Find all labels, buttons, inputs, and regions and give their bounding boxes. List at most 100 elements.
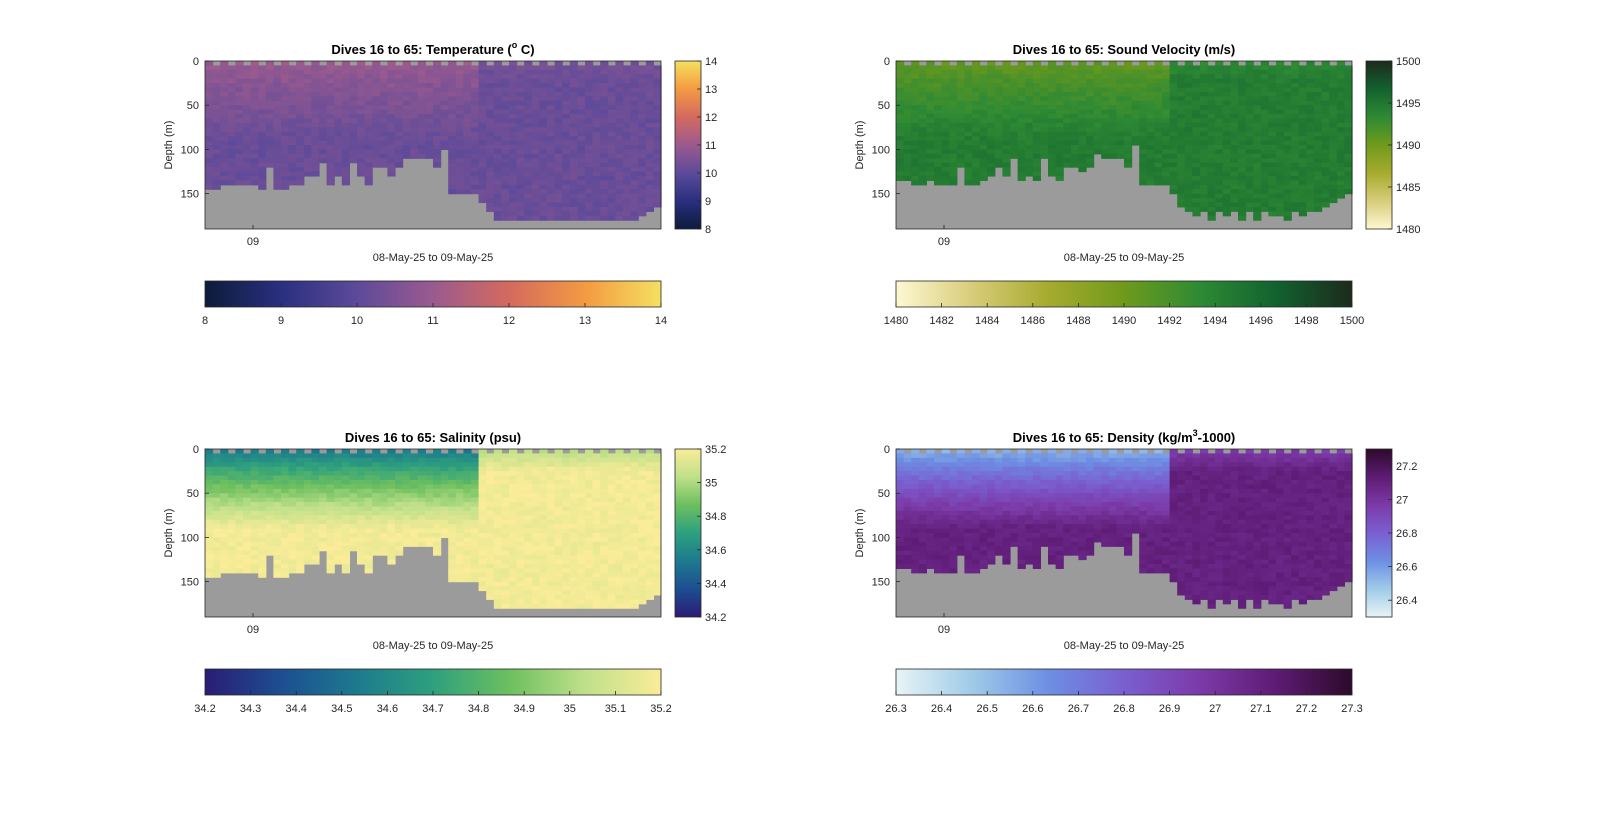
heatmap-cell	[281, 162, 290, 168]
colorbar-tick-label: 1485	[1396, 182, 1420, 194]
heatmap-cell	[1010, 118, 1019, 124]
heatmap-cell	[911, 96, 920, 102]
heatmap-cell	[1276, 171, 1285, 177]
heatmap-cell	[349, 546, 358, 552]
heatmap-cell	[410, 471, 419, 477]
heatmap-cell	[516, 118, 525, 124]
heatmap-cell	[220, 506, 229, 512]
heatmap-cell	[577, 114, 586, 120]
heatmap-cell	[911, 175, 920, 181]
heatmap-cell	[357, 546, 366, 552]
heatmap-cell	[1146, 145, 1155, 151]
heatmap-cell	[417, 69, 426, 75]
heatmap-cell	[630, 69, 639, 75]
heatmap-cell	[372, 449, 381, 455]
heatmap-cell	[1253, 158, 1262, 164]
heatmap-cell	[1086, 91, 1095, 97]
colorbar-tick-label: 1490	[1396, 140, 1420, 152]
heatmap-cell	[903, 171, 912, 177]
heatmap-cell	[531, 167, 540, 173]
heatmap-cell	[1078, 87, 1087, 93]
heatmap-cell	[281, 105, 290, 111]
heatmap-cell	[926, 74, 935, 80]
heatmap-cell	[607, 162, 616, 168]
colorbar-tick-label: 13	[705, 84, 717, 96]
heatmap-cell	[1086, 65, 1095, 71]
heatmap-cell	[509, 488, 518, 494]
heatmap-cell	[539, 510, 548, 516]
heatmap-cell	[987, 149, 996, 155]
heatmap-cell	[493, 568, 502, 574]
heatmap-cell	[493, 202, 502, 208]
heatmap-cell	[630, 171, 639, 177]
heatmap-cell	[1260, 184, 1269, 190]
heatmap-cell	[1139, 83, 1148, 89]
heatmap-cell	[524, 528, 533, 534]
heatmap-cell	[296, 515, 305, 521]
heatmap-cell	[341, 149, 350, 155]
heatmap-cell	[463, 96, 472, 102]
heatmap-cell	[1040, 65, 1049, 71]
heatmap-cell	[531, 189, 540, 195]
heatmap-cell	[569, 184, 578, 190]
heatmap-cell	[205, 497, 214, 503]
heatmap-cell	[1086, 127, 1095, 133]
heatmap-cell	[615, 215, 624, 221]
heatmap-cell	[1154, 122, 1163, 128]
heatmap-cell	[516, 83, 525, 89]
heatmap-cell	[1321, 83, 1330, 89]
heatmap-cell	[1162, 149, 1171, 155]
heatmap-cell	[364, 131, 373, 137]
heatmap-cell	[1025, 105, 1034, 111]
heatmap-cell	[402, 127, 411, 133]
heatmap-cell	[250, 506, 259, 512]
heatmap-cell	[577, 149, 586, 155]
heatmap-cell	[615, 211, 624, 217]
heatmap-cell	[577, 153, 586, 159]
heatmap-cell	[896, 131, 905, 137]
heatmap-cell	[478, 541, 487, 547]
heatmap-cell	[630, 105, 639, 111]
heatmap-cell	[296, 475, 305, 481]
heatmap-cell	[205, 515, 214, 521]
heatmap-cell	[379, 105, 388, 111]
heatmap-cell	[410, 475, 419, 481]
heatmap-cell	[341, 87, 350, 93]
heatmap-cell	[212, 515, 221, 521]
heatmap-cell	[501, 167, 510, 173]
heatmap-cell	[638, 153, 647, 159]
heatmap-cell	[227, 74, 236, 80]
heatmap-cell	[1260, 78, 1269, 84]
heatmap-cell	[1177, 198, 1186, 204]
heatmap-cell	[1093, 96, 1102, 102]
heatmap-cell	[220, 74, 229, 80]
heatmap-cell	[516, 471, 525, 477]
heatmap-cell	[349, 457, 358, 463]
heatmap-cell	[1169, 83, 1178, 89]
heatmap-cell	[653, 153, 662, 159]
heatmap-cell	[509, 189, 518, 195]
heatmap-cell	[357, 449, 366, 455]
heatmap-cell	[212, 497, 221, 503]
x-axis-label: 08-May-25 to 09-May-25	[373, 252, 493, 264]
heatmap-cell	[1344, 158, 1353, 164]
heatmap-cell	[501, 122, 510, 128]
heatmap-cell	[1230, 87, 1239, 93]
heatmap-cell	[547, 546, 556, 552]
heatmap-cell	[319, 484, 328, 490]
heatmap-cell	[1124, 140, 1133, 146]
heatmap-cell	[265, 61, 274, 67]
heatmap-cell	[493, 524, 502, 530]
heatmap-cell	[1002, 78, 1011, 84]
heatmap-cell	[1298, 175, 1307, 181]
heatmap-cell	[235, 96, 244, 102]
heatmap-cell	[1169, 74, 1178, 80]
heatmap-cell	[1017, 100, 1026, 106]
heatmap-cell	[964, 91, 973, 97]
heatmap-cell	[265, 479, 274, 485]
heatmap-cell	[478, 167, 487, 173]
heatmap-cell	[364, 471, 373, 477]
heatmap-cell	[1063, 96, 1072, 102]
heatmap-cell	[448, 105, 457, 111]
heatmap-cell	[516, 127, 525, 133]
